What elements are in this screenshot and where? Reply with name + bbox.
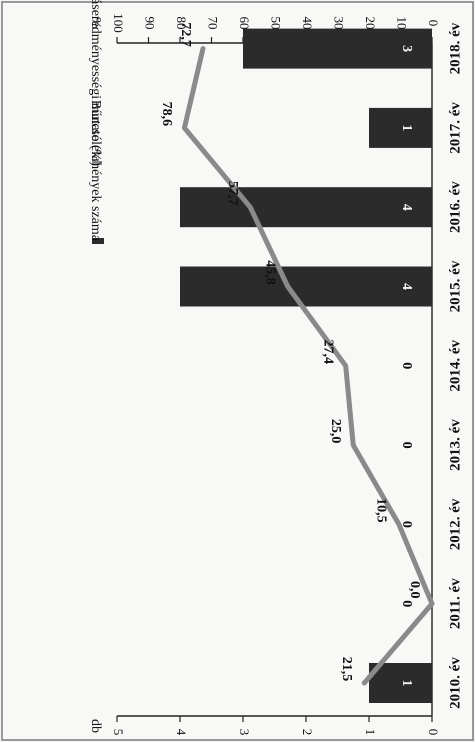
bar-value-label: 0 xyxy=(399,600,414,607)
right-axis-tick-label: 10 xyxy=(395,17,410,30)
right-axis-unit: % xyxy=(88,17,103,29)
left-axis-tick-label: 2 xyxy=(300,729,315,736)
line-value-label: 78,6 xyxy=(159,102,174,127)
category-label: 2012. év xyxy=(447,498,463,550)
legend-label-bars: Bűncselekmények száma xyxy=(88,100,103,242)
left-axis-tick-label: 4 xyxy=(174,729,189,736)
bar xyxy=(369,107,432,148)
left-axis-tick-label: 0 xyxy=(426,729,441,736)
line-value-label: 10,5 xyxy=(374,498,389,523)
right-axis-tick-label: 20 xyxy=(363,17,378,30)
bar-value-label: 0 xyxy=(399,362,414,369)
category-label: 2017. év xyxy=(447,102,463,154)
bar-value-label: 0 xyxy=(399,521,414,528)
right-axis-tick-label: 100 xyxy=(111,13,126,33)
category-label: 2016. év xyxy=(447,181,463,233)
bar-value-label: 0 xyxy=(399,442,414,449)
line-series xyxy=(181,46,435,686)
left-axis-tick-label: 1 xyxy=(363,729,378,736)
line-value-label: 57,7 xyxy=(225,181,240,206)
bar-value-label: 1 xyxy=(399,680,414,687)
bar xyxy=(180,187,432,228)
category-label: 2015. év xyxy=(447,260,463,312)
right-axis-tick-label: 30 xyxy=(332,17,347,30)
left-axis-unit: db xyxy=(88,719,103,733)
line-value-label: 72,7 xyxy=(178,22,193,47)
category-label: 2014. év xyxy=(447,339,463,391)
right-axis-tick-label: 70 xyxy=(206,17,221,30)
bar-value-label: 4 xyxy=(399,283,414,290)
legend-label-line: Nyomozáseredményességi mutató (%) xyxy=(88,0,103,166)
right-axis-tick-label: 0 xyxy=(426,20,441,27)
right-axis-tick-label: 80 xyxy=(174,17,189,30)
line-value-label: 21,5 xyxy=(339,657,354,682)
bar xyxy=(369,663,432,703)
line-value-label: 45,8 xyxy=(263,260,278,285)
bar xyxy=(243,28,432,69)
bar-value-label: 3 xyxy=(399,45,414,52)
line-value-label: 27,4 xyxy=(320,340,335,365)
right-axis-tick-label: 60 xyxy=(237,17,252,30)
category-label: 2010. év xyxy=(447,657,463,709)
bar-value-label: 1 xyxy=(399,124,414,131)
category-label: 2018. év xyxy=(447,22,463,74)
right-axis-tick-label: 90 xyxy=(143,17,158,30)
category-label: 2013. év xyxy=(447,419,463,471)
line-value-label: 0,0 xyxy=(407,581,422,599)
right-axis-tick-label: 50 xyxy=(269,17,284,30)
category-label: 2011. év xyxy=(447,578,463,629)
right-axis-tick-label: 40 xyxy=(300,17,315,30)
legend-swatch-bars xyxy=(92,238,104,244)
bar xyxy=(180,266,432,307)
left-axis-tick-label: 3 xyxy=(237,729,252,736)
left-axis-tick-label: 5 xyxy=(111,729,126,736)
line-value-label: 25,0 xyxy=(328,419,343,444)
bar-value-label: 4 xyxy=(399,204,414,211)
